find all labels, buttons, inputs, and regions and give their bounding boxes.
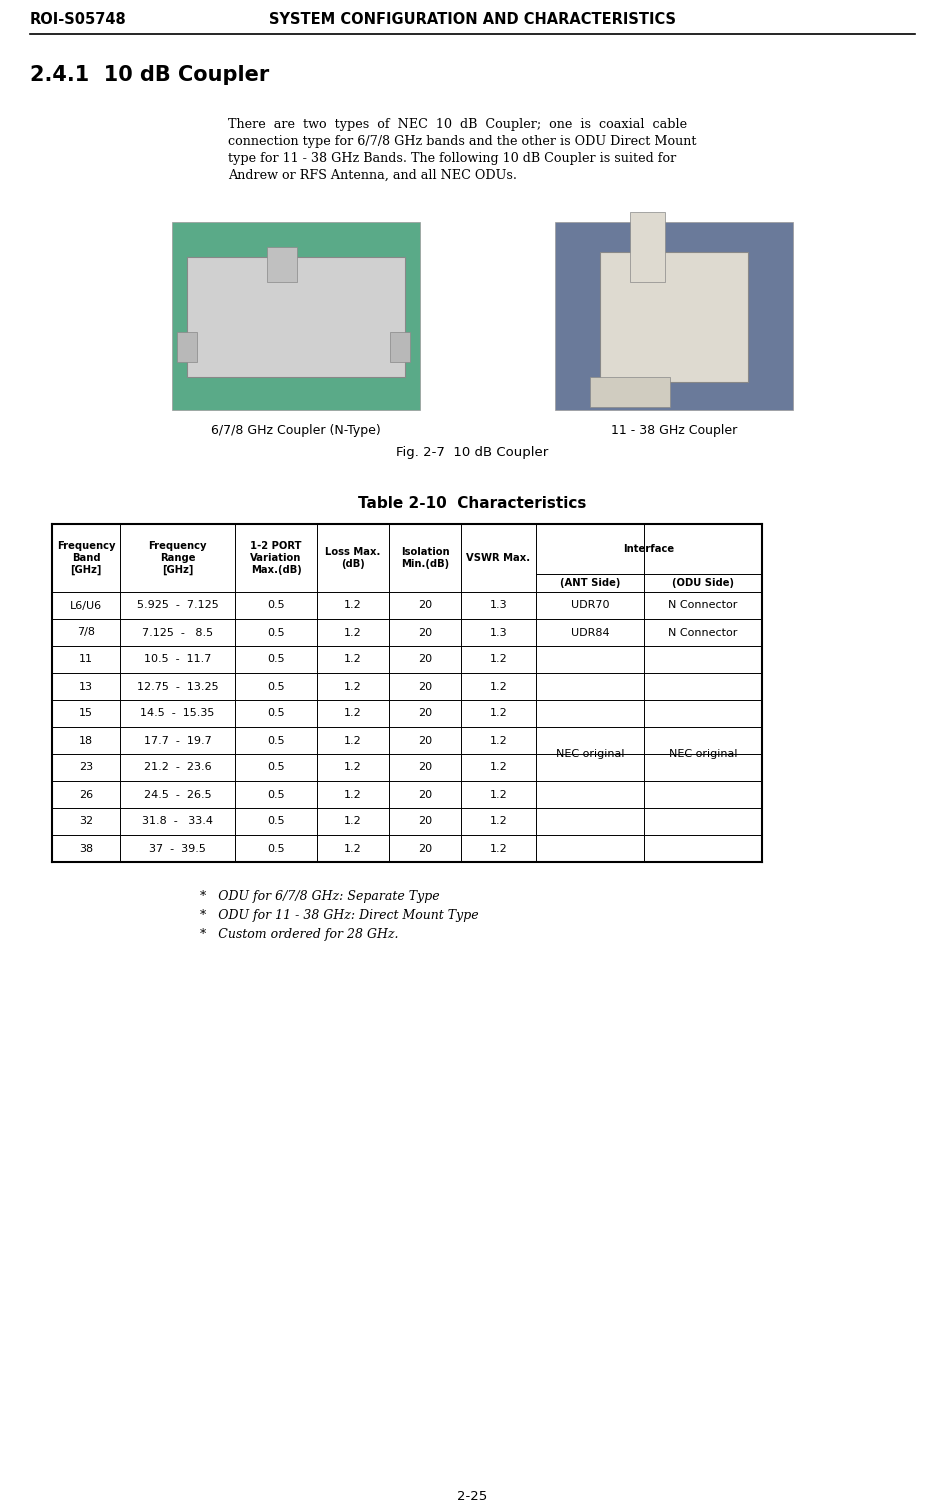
Text: 23: 23 (79, 762, 93, 773)
Bar (599, 253, 748, 382)
Text: 1.2: 1.2 (344, 654, 362, 664)
Text: 0.5: 0.5 (267, 708, 284, 718)
Text: 0.5: 0.5 (267, 654, 284, 664)
Text: (ODU Side): (ODU Side) (671, 579, 733, 588)
Text: 1-2 PORT
Variation
Max.(dB): 1-2 PORT Variation Max.(dB) (250, 541, 301, 574)
Text: 6/7/8 GHz Coupler (N-Type): 6/7/8 GHz Coupler (N-Type) (211, 424, 380, 437)
Text: 7.125  -   8.5: 7.125 - 8.5 (142, 627, 212, 637)
Text: 0.5: 0.5 (267, 843, 284, 854)
Text: 0.5: 0.5 (267, 762, 284, 773)
Text: 32: 32 (79, 816, 93, 827)
Text: 1.2: 1.2 (489, 708, 507, 718)
Text: 20: 20 (417, 816, 431, 827)
Bar (177, 332, 196, 362)
Text: 15: 15 (79, 708, 93, 718)
Text: 20: 20 (417, 654, 431, 664)
Bar (630, 212, 665, 283)
Text: 1.2: 1.2 (489, 654, 507, 664)
Text: 2-25: 2-25 (457, 1489, 487, 1503)
Text: NEC original: NEC original (668, 748, 736, 759)
Text: 1.2: 1.2 (344, 627, 362, 637)
Text: 1.2: 1.2 (344, 816, 362, 827)
Text: 20: 20 (417, 681, 431, 691)
Text: 0.5: 0.5 (267, 816, 284, 827)
Text: Table 2-10  Characteristics: Table 2-10 Characteristics (358, 496, 586, 511)
Text: Andrew or RFS Antenna, and all NEC ODUs.: Andrew or RFS Antenna, and all NEC ODUs. (228, 168, 516, 182)
Text: 1.2: 1.2 (344, 843, 362, 854)
Text: 1.2: 1.2 (344, 762, 362, 773)
Text: N Connector: N Connector (667, 601, 737, 610)
Text: N Connector: N Connector (667, 627, 737, 637)
Text: 12.75  -  13.25: 12.75 - 13.25 (137, 681, 218, 691)
Bar (554, 222, 792, 410)
Text: 1.2: 1.2 (344, 681, 362, 691)
Text: 24.5  -  26.5: 24.5 - 26.5 (143, 789, 211, 800)
Text: 11 - 38 GHz Coupler: 11 - 38 GHz Coupler (610, 424, 736, 437)
Text: 38: 38 (79, 843, 93, 854)
Text: 20: 20 (417, 843, 431, 854)
Text: Interface: Interface (623, 544, 674, 555)
Text: 13: 13 (79, 681, 93, 691)
Text: *   Custom ordered for 28 GHz.: * Custom ordered for 28 GHz. (200, 927, 398, 941)
Text: 1.2: 1.2 (489, 762, 507, 773)
Text: 1.2: 1.2 (489, 735, 507, 745)
Text: 1.2: 1.2 (344, 708, 362, 718)
Text: 18: 18 (79, 735, 93, 745)
Text: ROI-S05748: ROI-S05748 (30, 12, 126, 27)
Text: NEC original: NEC original (555, 748, 624, 759)
Text: 1.2: 1.2 (489, 789, 507, 800)
Text: *   ODU for 11 - 38 GHz: Direct Mount Type: * ODU for 11 - 38 GHz: Direct Mount Type (200, 909, 478, 921)
Text: 20: 20 (417, 708, 431, 718)
Text: 31.8  -   33.4: 31.8 - 33.4 (142, 816, 212, 827)
Text: *   ODU for 6/7/8 GHz: Separate Type: * ODU for 6/7/8 GHz: Separate Type (200, 890, 439, 903)
Text: 11: 11 (79, 654, 93, 664)
Bar (172, 222, 419, 410)
Text: Loss Max.
(dB): Loss Max. (dB) (325, 547, 380, 568)
Text: (ANT Side): (ANT Side) (559, 579, 619, 588)
Text: 7/8: 7/8 (76, 627, 95, 637)
Text: Frequency
Range
[GHz]: Frequency Range [GHz] (148, 541, 207, 574)
Text: 0.5: 0.5 (267, 601, 284, 610)
Text: 10.5  -  11.7: 10.5 - 11.7 (143, 654, 211, 664)
Text: 26: 26 (79, 789, 93, 800)
Text: 0.5: 0.5 (267, 627, 284, 637)
Text: There  are  two  types  of  NEC  10  dB  Coupler;  one  is  coaxial  cable: There are two types of NEC 10 dB Coupler… (228, 119, 686, 131)
Bar (390, 332, 410, 362)
Text: SYSTEM CONFIGURATION AND CHARACTERISTICS: SYSTEM CONFIGURATION AND CHARACTERISTICS (269, 12, 675, 27)
Text: type for 11 - 38 GHz Bands. The following 10 dB Coupler is suited for: type for 11 - 38 GHz Bands. The followin… (228, 152, 676, 165)
Text: 0.5: 0.5 (267, 789, 284, 800)
Text: 1.2: 1.2 (344, 735, 362, 745)
Text: Isolation
Min.(dB): Isolation Min.(dB) (400, 547, 448, 568)
Text: 20: 20 (417, 789, 431, 800)
Text: 1.2: 1.2 (489, 843, 507, 854)
Text: 20: 20 (417, 601, 431, 610)
Text: UDR70: UDR70 (570, 601, 609, 610)
Text: connection type for 6/7/8 GHz bands and the other is ODU Direct Mount: connection type for 6/7/8 GHz bands and … (228, 135, 696, 147)
Text: 0.5: 0.5 (267, 735, 284, 745)
Text: 0.5: 0.5 (267, 681, 284, 691)
Text: 2.4.1  10 dB Coupler: 2.4.1 10 dB Coupler (30, 65, 269, 86)
Text: 1.2: 1.2 (489, 816, 507, 827)
Text: 37  -  39.5: 37 - 39.5 (149, 843, 206, 854)
Text: 1.3: 1.3 (489, 601, 507, 610)
Text: 1.2: 1.2 (489, 681, 507, 691)
Text: 1.2: 1.2 (344, 789, 362, 800)
Bar (267, 246, 296, 283)
Text: 1.3: 1.3 (489, 627, 507, 637)
Text: 21.2  -  23.6: 21.2 - 23.6 (143, 762, 211, 773)
Text: Frequency
Band
[GHz]: Frequency Band [GHz] (57, 541, 115, 574)
Text: 5.925  -  7.125: 5.925 - 7.125 (137, 601, 218, 610)
Bar (589, 377, 669, 407)
Text: 1.2: 1.2 (344, 601, 362, 610)
Text: VSWR Max.: VSWR Max. (466, 553, 530, 564)
Text: 17.7  -  19.7: 17.7 - 19.7 (143, 735, 211, 745)
Text: 20: 20 (417, 735, 431, 745)
Text: 20: 20 (417, 627, 431, 637)
Text: 14.5  -  15.35: 14.5 - 15.35 (140, 708, 214, 718)
Text: UDR84: UDR84 (570, 627, 609, 637)
Text: Fig. 2-7  10 dB Coupler: Fig. 2-7 10 dB Coupler (396, 446, 548, 458)
Text: L6/U6: L6/U6 (70, 601, 102, 610)
Text: 20: 20 (417, 762, 431, 773)
Bar (187, 257, 405, 377)
